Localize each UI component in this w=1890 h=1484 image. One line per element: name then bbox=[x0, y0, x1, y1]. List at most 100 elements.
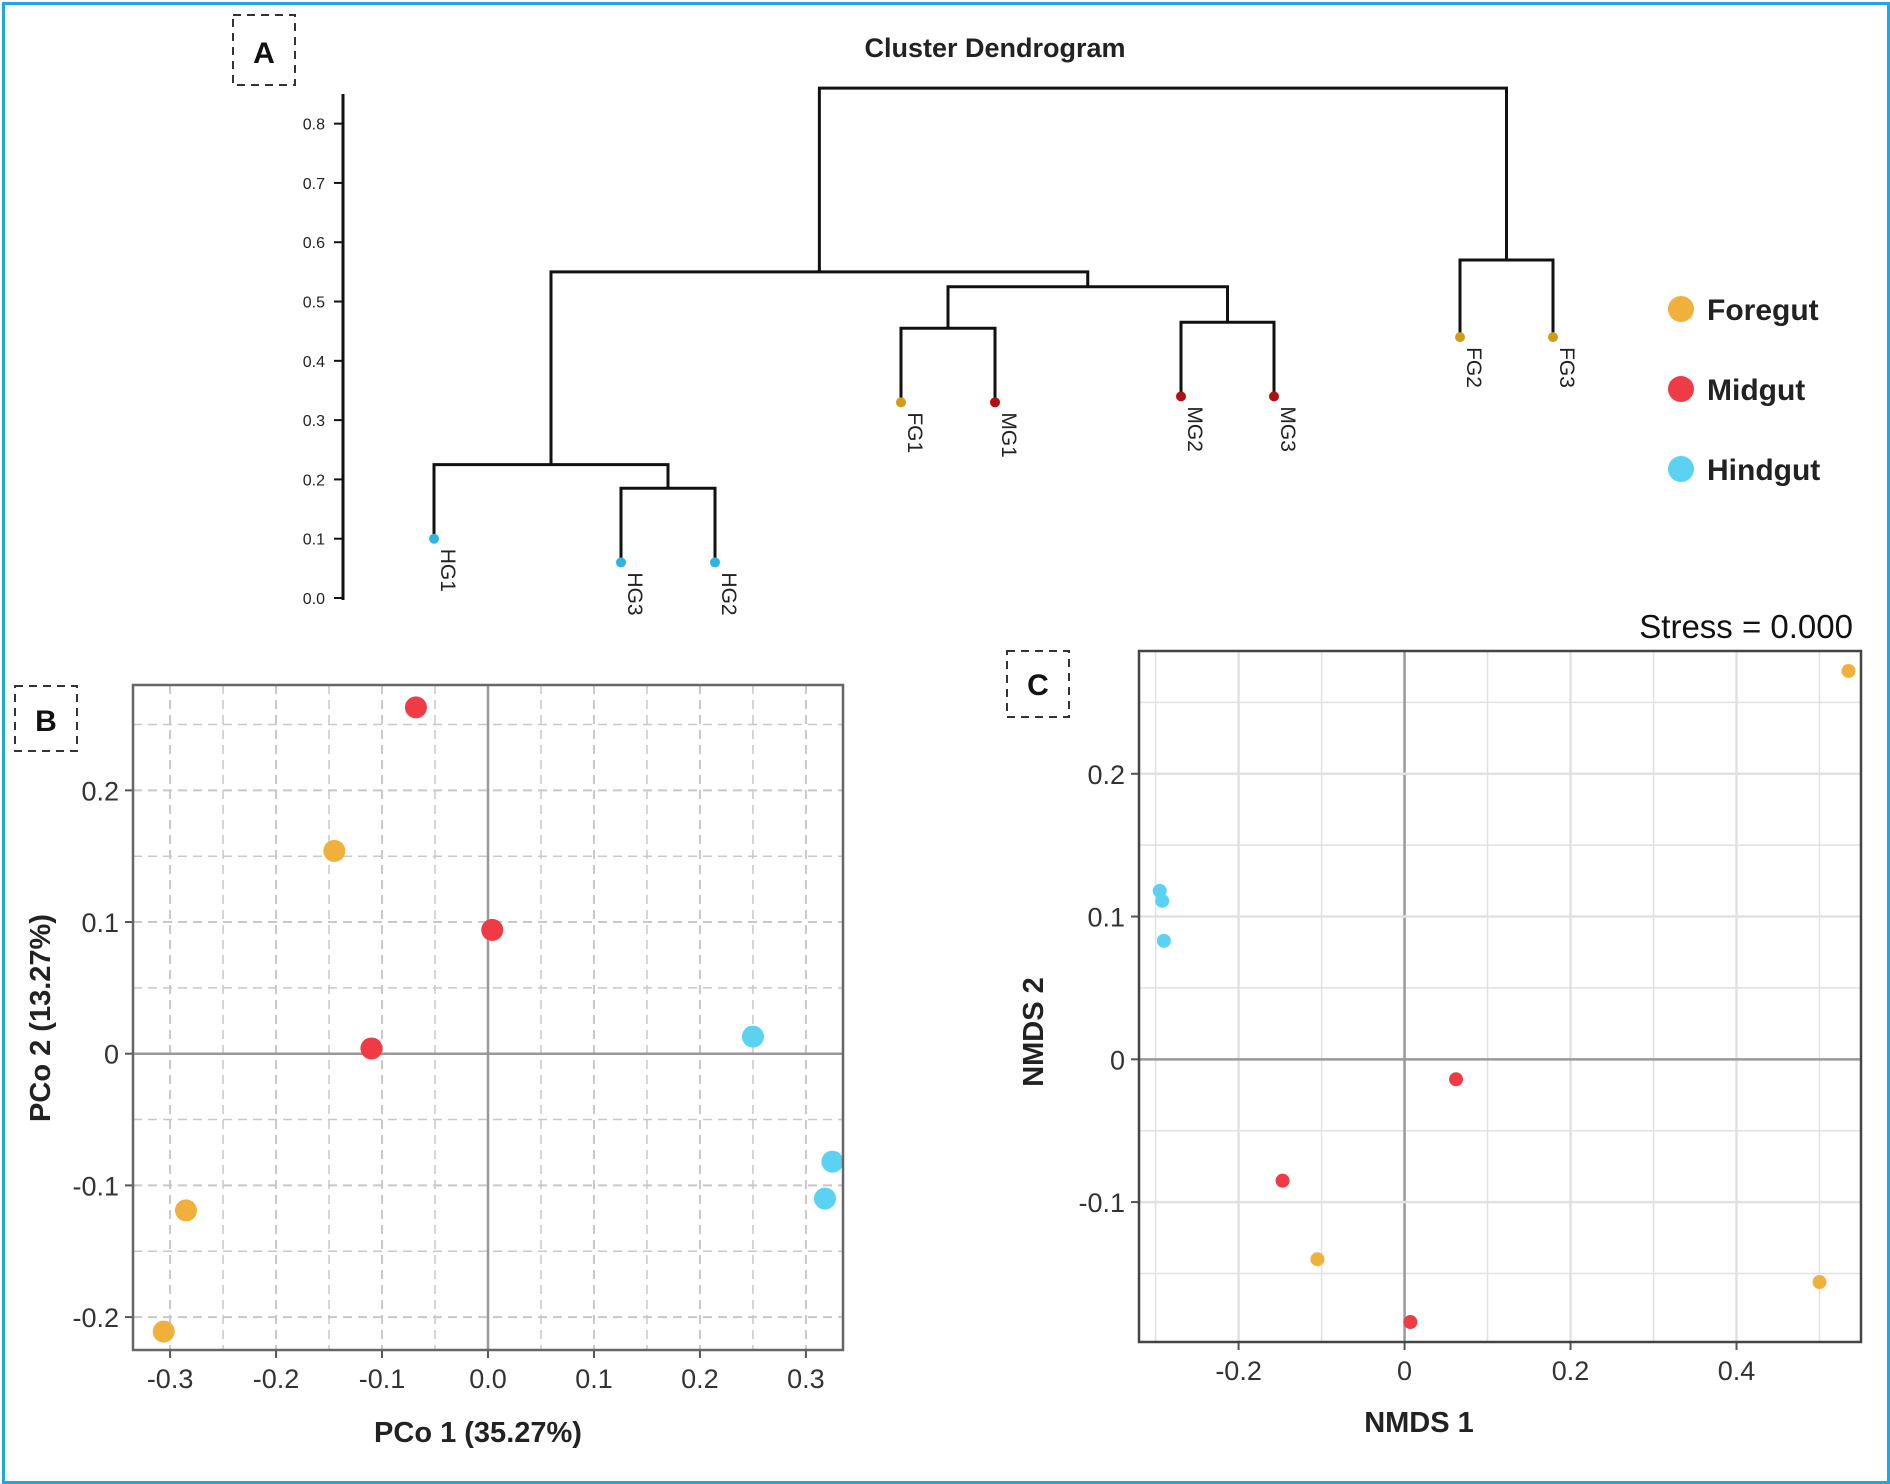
panel-a-label-box bbox=[232, 14, 296, 86]
nmds-point-foregut bbox=[1310, 1252, 1325, 1267]
dendrogram-y-tick-label: 0.1 bbox=[303, 532, 325, 549]
dendrogram-y-tick-label: 0.6 bbox=[303, 235, 325, 252]
dendrogram-links bbox=[432, 86, 1555, 563]
nmds-x-tick-label: 0.2 bbox=[1552, 1356, 1590, 1386]
nmds-points bbox=[1152, 663, 1856, 1330]
panel-c-nmds: C Stress = 0.000 -0.2 0 0.2 0.40.20.10-0.1 … bbox=[1006, 608, 1863, 1439]
pcoa-x-tick-label: 0.3 bbox=[787, 1364, 825, 1394]
dendrogram-leaf-dot bbox=[1548, 332, 1558, 343]
pcoa-x-axis-title: PCo 1 (35.27%) bbox=[374, 1417, 582, 1449]
legend-label-foregut: Foregut bbox=[1707, 294, 1819, 327]
nmds-x-tick-label: 0.4 bbox=[1718, 1356, 1756, 1386]
nmds-point-hindgut bbox=[1155, 893, 1170, 908]
nmds-y-tick-label: 0.2 bbox=[1087, 760, 1125, 790]
panel-a-dendrogram: A Cluster Dendrogram 0.00.10.20.30.40.50… bbox=[232, 14, 1578, 616]
dendrogram-y-tick-label: 0.0 bbox=[303, 591, 325, 608]
nmds-point-midgut bbox=[1403, 1315, 1418, 1330]
pcoa-grid bbox=[133, 685, 843, 1350]
dendrogram-link bbox=[899, 326, 997, 403]
dendrogram-link bbox=[817, 86, 1508, 272]
legend-label-hindgut: Hindgut bbox=[1707, 454, 1820, 487]
dendrogram-leaf-label: FG1 bbox=[903, 412, 926, 453]
pcoa-point-midgut bbox=[481, 918, 504, 941]
dendrogram-y-axis: 0.0 0.1 0.2 0.3 0.4 0.5 0.6 0.7 0.8 bbox=[303, 94, 345, 608]
nmds-point-foregut bbox=[1841, 663, 1856, 678]
dendrogram-leaf-dot bbox=[710, 557, 720, 568]
pcoa-x-tick-label: -0.1 bbox=[359, 1364, 406, 1394]
nmds-y-tick-label: -0.1 bbox=[1078, 1188, 1125, 1218]
pcoa-point-midgut bbox=[404, 696, 427, 719]
dendrogram-link bbox=[946, 285, 1229, 329]
dendrogram-link bbox=[1179, 320, 1276, 397]
legend-marker-midgut bbox=[1668, 376, 1694, 402]
nmds-x-tick-label: -0.2 bbox=[1215, 1356, 1262, 1386]
nmds-point-hindgut bbox=[1156, 933, 1171, 948]
dendrogram-y-tick-label: 0.8 bbox=[303, 117, 325, 134]
dendrogram-link bbox=[1458, 258, 1555, 338]
pcoa-x-tick-label: -0.2 bbox=[253, 1364, 300, 1394]
panel-c-label-box bbox=[1006, 650, 1070, 718]
nmds-plot-border bbox=[1137, 649, 1863, 1344]
legend-label-midgut: Midgut bbox=[1707, 374, 1805, 407]
dendrogram-leaf-label: MG1 bbox=[997, 412, 1020, 458]
pcoa-y-tick-label: -0.1 bbox=[72, 1171, 119, 1201]
dendrogram-y-tick-label: 0.4 bbox=[303, 354, 325, 371]
dendrogram-leaf-dot bbox=[429, 533, 439, 544]
pcoa-y-axis-title: PCo 2 (13.27%) bbox=[25, 914, 57, 1122]
dendrogram-y-tick-label: 0.2 bbox=[303, 472, 325, 489]
nmds-ticks: -0.2 0 0.2 0.4 0.2 0.1 0 -0.1 bbox=[1078, 760, 1755, 1386]
panel-b-label: B bbox=[35, 705, 57, 738]
nmds-plot-background bbox=[1139, 651, 1861, 1342]
pcoa-ticks: -0.3 -0.2 -0.1 0.0 0.1 0.2 0.3 0.2 0.1 0 -0.1 -0.2 bbox=[72, 776, 824, 1394]
nmds-y-tick-label: 0 bbox=[1110, 1045, 1125, 1075]
pcoa-x-tick-label: 0.0 bbox=[469, 1364, 507, 1394]
pcoa-y-tick-label: 0.1 bbox=[81, 908, 119, 938]
nmds-point-midgut bbox=[1449, 1072, 1464, 1087]
pcoa-y-tick-label: -0.2 bbox=[72, 1303, 119, 1333]
nmds-point-midgut bbox=[1275, 1173, 1290, 1188]
dendrogram-leaf-label: MG3 bbox=[1276, 406, 1299, 452]
dendrogram-link bbox=[432, 463, 670, 539]
dendrogram-leaf-dot bbox=[896, 397, 906, 408]
dendrogram-y-tick-label: 0.3 bbox=[303, 413, 325, 430]
panel-b-pcoa: B -0.3 -0.2 -0.1 0.0 0.1 0.2 0.30.20.10-0.1-0.… bbox=[14, 683, 845, 1449]
legend-marker-hindgut bbox=[1668, 456, 1694, 482]
pcoa-x-tick-label: 0.1 bbox=[575, 1364, 613, 1394]
pcoa-point-hindgut bbox=[813, 1187, 836, 1210]
nmds-stress-value: Stress = 0.000 bbox=[1639, 608, 1853, 645]
dendrogram-leaf-dot bbox=[1455, 332, 1465, 343]
nmds-point-foregut bbox=[1812, 1275, 1827, 1290]
dendrogram-leaf-label: HG3 bbox=[623, 572, 646, 615]
pcoa-point-hindgut bbox=[741, 1025, 764, 1048]
pcoa-point-foregut bbox=[323, 839, 346, 862]
nmds-y-tick-label: 0.1 bbox=[1087, 903, 1125, 933]
dendrogram-leaves: HG1 HG3 HG2 FG1 MG1 MG2 MG3 FG2 FG3 bbox=[429, 332, 1578, 616]
nmds-x-tick-label: 0 bbox=[1397, 1356, 1412, 1386]
dendrogram-leaf-dot bbox=[1176, 391, 1186, 402]
pcoa-x-tick-label: -0.3 bbox=[147, 1364, 194, 1394]
dendrogram-y-tick-label: 0.5 bbox=[303, 295, 325, 312]
pcoa-point-foregut bbox=[152, 1320, 175, 1343]
pcoa-y-tick-label: 0 bbox=[104, 1040, 119, 1070]
dendrogram-title: Cluster Dendrogram bbox=[864, 33, 1125, 63]
pcoa-x-tick-label: 0.2 bbox=[681, 1364, 719, 1394]
nmds-grid bbox=[1139, 651, 1861, 1342]
nmds-x-axis-title: NMDS 1 bbox=[1364, 1407, 1474, 1439]
panel-b-label-box bbox=[14, 685, 78, 752]
panel-a-label: A bbox=[253, 37, 275, 70]
legend: Foregut Midgut Hindgut bbox=[1668, 294, 1820, 487]
pcoa-plot-border bbox=[131, 683, 845, 1352]
dendrogram-y-tick-label: 0.7 bbox=[303, 176, 325, 193]
dendrogram-leaf-dot bbox=[1269, 391, 1279, 402]
pcoa-point-foregut bbox=[174, 1199, 197, 1222]
dendrogram-link bbox=[619, 486, 717, 563]
dendrogram-leaf-dot bbox=[616, 557, 626, 568]
dendrogram-leaf-label: FG3 bbox=[1555, 347, 1578, 388]
dendrogram-leaf-dot bbox=[990, 397, 1000, 408]
dendrogram-leaf-label: MG2 bbox=[1183, 406, 1206, 452]
dendrogram-leaf-label: HG1 bbox=[436, 549, 459, 592]
pcoa-point-hindgut bbox=[821, 1150, 844, 1173]
